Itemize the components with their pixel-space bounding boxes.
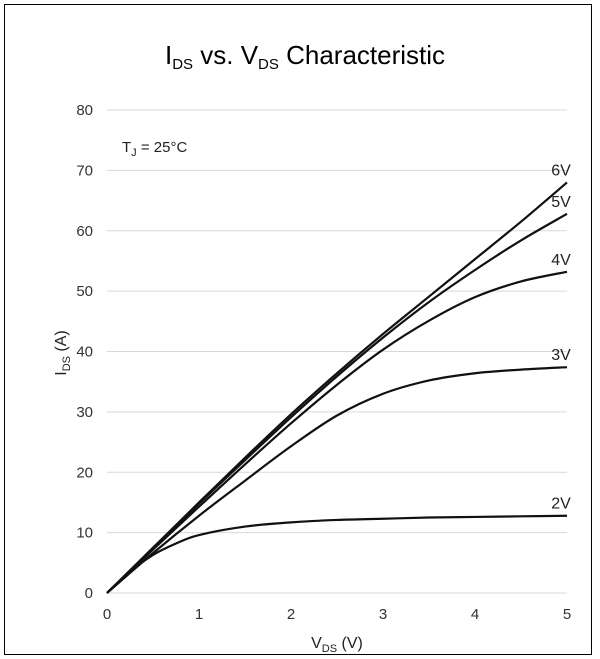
x-tick-label: 4	[471, 606, 479, 623]
title-v-sub: DS	[258, 56, 279, 73]
chart-title: IDS vs. VDS Characteristic	[165, 40, 445, 73]
y-tick-label: 50	[76, 283, 93, 300]
y-axis-label: IDS (A)	[53, 330, 73, 376]
title-i: I	[165, 40, 172, 70]
y-tick-label: 20	[76, 464, 93, 481]
annot-suffix: = 25°C	[137, 139, 188, 156]
x-tick-label: 2	[287, 606, 295, 623]
curve-labels: 2V 3V 4V 5V 6V	[551, 162, 571, 512]
x-tick-label: 5	[563, 606, 571, 623]
y-tick-label: 40	[76, 344, 93, 361]
curve-label-2v: 2V	[551, 496, 571, 513]
title-suffix: Characteristic	[279, 40, 445, 70]
temperature-annotation: TJ = 25°C	[122, 139, 187, 159]
x-tick-label: 3	[379, 606, 387, 623]
y-tick-label: 10	[76, 525, 93, 542]
x-tick-label: 0	[103, 606, 111, 623]
annot-t: T	[122, 139, 131, 156]
chart-frame	[4, 4, 592, 655]
ylabel-i: I	[53, 371, 70, 375]
curve-3v	[106, 366, 568, 594]
ylabel-suffix: (A)	[53, 330, 70, 356]
curves	[106, 181, 568, 594]
curve-label-5v: 5V	[551, 194, 571, 211]
curve-label-4v: 4V	[551, 252, 571, 269]
curve-2v	[106, 514, 568, 594]
xlabel-v: V	[311, 635, 322, 652]
title-middle: vs. V	[193, 40, 259, 70]
curve-4v	[106, 270, 568, 594]
curve-label-6v: 6V	[551, 162, 571, 179]
y-tick-label: 30	[76, 404, 93, 421]
y-tick-label: 80	[76, 102, 93, 119]
annot-sub: J	[131, 147, 137, 159]
curve-5v	[106, 212, 568, 594]
x-tick-label: 1	[195, 606, 203, 623]
tick-labels: 0 10 20 30 40 50 60 70 80 0 1 2 3 4 5	[76, 102, 571, 623]
x-axis-label: VDS (V)	[311, 635, 363, 655]
y-tick-label: 60	[76, 223, 93, 240]
ylabel-sub: DS	[61, 356, 73, 371]
curve-6v	[106, 181, 568, 594]
xlabel-sub: DS	[322, 643, 337, 655]
title-i-sub: DS	[172, 56, 193, 73]
curve-label-3v: 3V	[551, 347, 571, 364]
y-tick-label: 0	[85, 585, 93, 602]
xlabel-suffix: (V)	[337, 635, 363, 652]
y-tick-label: 70	[76, 162, 93, 179]
